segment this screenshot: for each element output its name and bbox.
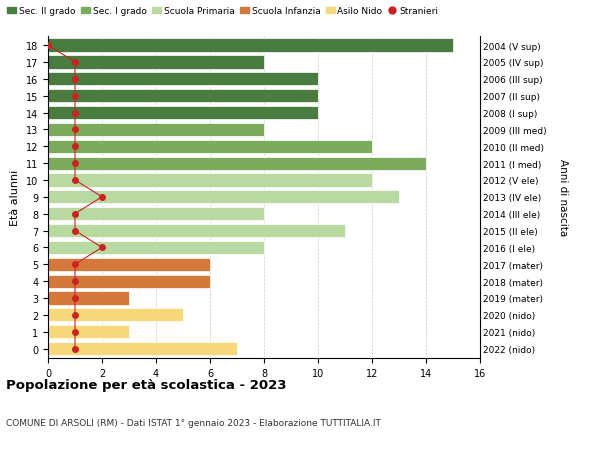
Bar [48, 123, 264, 137]
Point [70, 345, 80, 353]
Bar [48, 342, 237, 355]
Bar [48, 207, 264, 221]
Point [70, 177, 80, 184]
Bar [48, 56, 264, 69]
Legend: Sec. II grado, Sec. I grado, Scuola Primaria, Scuola Infanzia, Asilo Nido, Stran: Sec. II grado, Sec. I grado, Scuola Prim… [5, 5, 442, 19]
Bar [48, 174, 372, 187]
Point [97, 194, 107, 201]
Bar [48, 157, 426, 170]
Bar [48, 258, 210, 271]
Bar [48, 325, 129, 338]
Point [70, 227, 80, 235]
Bar [48, 224, 345, 238]
Point [70, 295, 80, 302]
Bar [48, 106, 318, 120]
Bar [48, 73, 318, 86]
Bar [48, 308, 183, 322]
Bar [48, 90, 318, 103]
Point [70, 160, 80, 168]
Text: Popolazione per età scolastica - 2023: Popolazione per età scolastica - 2023 [6, 379, 287, 392]
Bar [48, 191, 399, 204]
Point [70, 93, 80, 100]
Point [70, 312, 80, 319]
Point [70, 261, 80, 269]
Point [70, 278, 80, 285]
Point [43, 42, 53, 50]
Text: COMUNE DI ARSOLI (RM) - Dati ISTAT 1° gennaio 2023 - Elaborazione TUTTITALIA.IT: COMUNE DI ARSOLI (RM) - Dati ISTAT 1° ge… [6, 418, 381, 427]
Point [70, 126, 80, 134]
Y-axis label: Anni di nascita: Anni di nascita [557, 159, 568, 236]
Bar [48, 39, 453, 52]
Bar [48, 241, 264, 254]
Point [70, 59, 80, 67]
Bar [48, 292, 129, 305]
Point [70, 211, 80, 218]
Point [70, 76, 80, 83]
Bar [48, 140, 372, 153]
Point [70, 143, 80, 151]
Y-axis label: Età alunni: Età alunni [10, 169, 20, 225]
Point [70, 328, 80, 336]
Bar [48, 275, 210, 288]
Point [97, 244, 107, 252]
Point [70, 110, 80, 117]
